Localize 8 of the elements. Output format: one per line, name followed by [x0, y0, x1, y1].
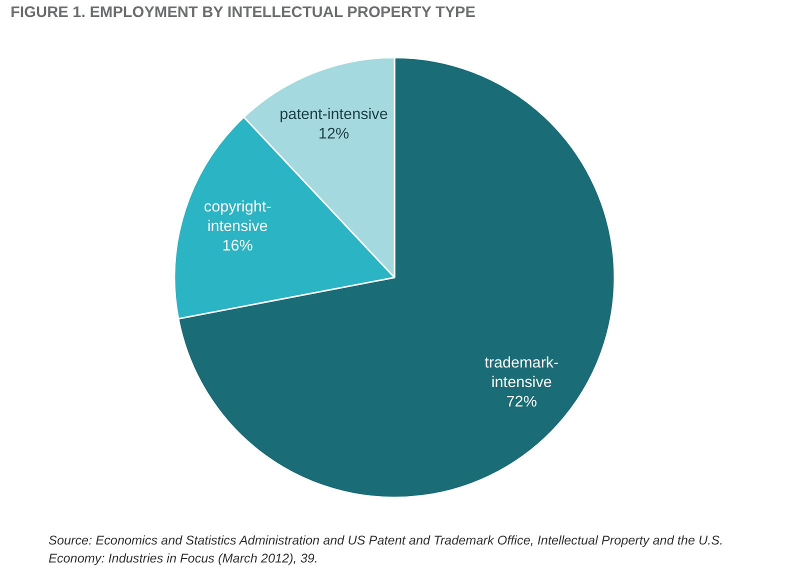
- slice-label: trademark-intensive: [484, 354, 559, 392]
- slice-label: patent-intensive: [280, 106, 388, 123]
- data-label: 72%: [506, 394, 538, 411]
- data-label: 16%: [222, 238, 254, 255]
- slice-label: copyright-intensive: [204, 198, 272, 236]
- source-note: Source: Economics and Statistics Administration and US Patent and Trademark Office, Intellectual Property and the U.S. Economy: Industries in Focus (March 2012), 39.: [48, 534, 724, 566]
- data-label: 12%: [318, 125, 350, 142]
- chart-title: FIGURE 1. EMPLOYMENT BY INTELLECTUAL PROPERTY TYPE: [10, 4, 476, 21]
